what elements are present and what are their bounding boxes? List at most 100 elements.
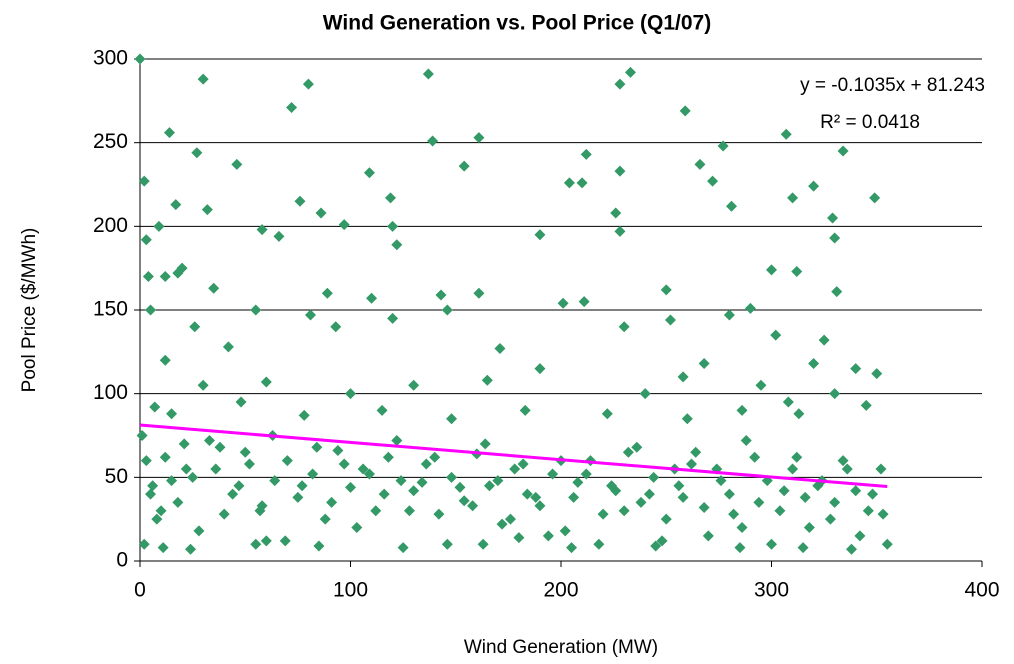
point xyxy=(698,358,710,370)
y-tick-label: 100 xyxy=(93,381,128,404)
point xyxy=(681,413,693,425)
point xyxy=(563,177,575,189)
point xyxy=(136,430,148,441)
point xyxy=(854,530,866,542)
point xyxy=(656,535,668,547)
point xyxy=(159,271,171,283)
point xyxy=(504,513,516,525)
point xyxy=(208,282,220,294)
point xyxy=(315,207,327,219)
point xyxy=(559,525,571,537)
point xyxy=(260,376,272,388)
point xyxy=(321,287,333,299)
point xyxy=(837,145,849,157)
point xyxy=(408,485,420,497)
point xyxy=(740,435,752,447)
point xyxy=(345,388,356,400)
point xyxy=(726,200,738,212)
point xyxy=(787,192,799,204)
y-tick-label: 300 xyxy=(93,47,128,70)
point xyxy=(787,463,799,475)
point xyxy=(829,232,841,244)
point xyxy=(597,508,609,520)
point xyxy=(717,140,729,152)
y-tick-label: 50 xyxy=(105,465,128,488)
point xyxy=(648,471,660,483)
point xyxy=(163,127,175,139)
point xyxy=(774,505,786,517)
point xyxy=(877,508,889,520)
point xyxy=(799,491,811,503)
point xyxy=(305,309,317,321)
point xyxy=(138,175,150,187)
point xyxy=(824,513,836,525)
trendline xyxy=(139,423,888,489)
y-tick-label: 0 xyxy=(116,549,128,572)
point xyxy=(614,165,626,177)
point xyxy=(702,530,714,542)
point xyxy=(313,540,325,552)
point xyxy=(578,296,590,308)
point xyxy=(391,435,403,447)
point xyxy=(542,530,554,542)
x-tick-label: 0 xyxy=(134,579,146,602)
point xyxy=(187,471,199,483)
point xyxy=(446,413,458,425)
point xyxy=(734,542,746,554)
point xyxy=(477,538,489,550)
point xyxy=(797,542,809,554)
point xyxy=(707,175,719,187)
point xyxy=(140,455,152,467)
point xyxy=(492,475,504,487)
point xyxy=(281,455,293,467)
point xyxy=(871,368,883,380)
point xyxy=(827,212,839,224)
point xyxy=(254,505,266,517)
point xyxy=(770,329,782,341)
point xyxy=(593,538,605,550)
point xyxy=(715,475,727,487)
point xyxy=(517,458,529,470)
x-tick-label: 100 xyxy=(333,579,368,602)
point xyxy=(483,480,495,492)
point xyxy=(686,458,698,470)
x-tick-label: 300 xyxy=(754,579,789,602)
point xyxy=(292,491,304,503)
point xyxy=(753,496,765,508)
y-tick-label: 250 xyxy=(93,130,128,153)
point xyxy=(862,505,874,517)
point xyxy=(766,538,777,550)
point xyxy=(330,321,342,333)
point xyxy=(635,496,647,508)
plot-area xyxy=(134,53,893,555)
point xyxy=(869,192,881,204)
point xyxy=(147,480,159,492)
point xyxy=(467,500,479,512)
point xyxy=(557,297,569,309)
point xyxy=(850,485,862,497)
point xyxy=(391,239,403,251)
point xyxy=(660,513,672,525)
r-squared: R² = 0.0418 xyxy=(820,112,920,133)
point xyxy=(214,441,226,453)
point xyxy=(698,501,710,513)
point xyxy=(860,399,872,411)
point xyxy=(650,540,662,552)
point xyxy=(153,220,165,232)
point xyxy=(749,451,761,463)
point xyxy=(201,204,213,216)
point xyxy=(273,230,285,242)
point xyxy=(614,225,626,237)
point xyxy=(134,53,146,65)
point xyxy=(185,543,197,555)
point xyxy=(260,535,272,547)
point xyxy=(867,488,879,500)
point xyxy=(601,408,613,420)
point xyxy=(422,68,434,80)
point xyxy=(296,480,308,492)
point xyxy=(366,292,378,304)
point xyxy=(875,463,887,475)
point xyxy=(420,458,432,470)
point xyxy=(395,475,407,487)
